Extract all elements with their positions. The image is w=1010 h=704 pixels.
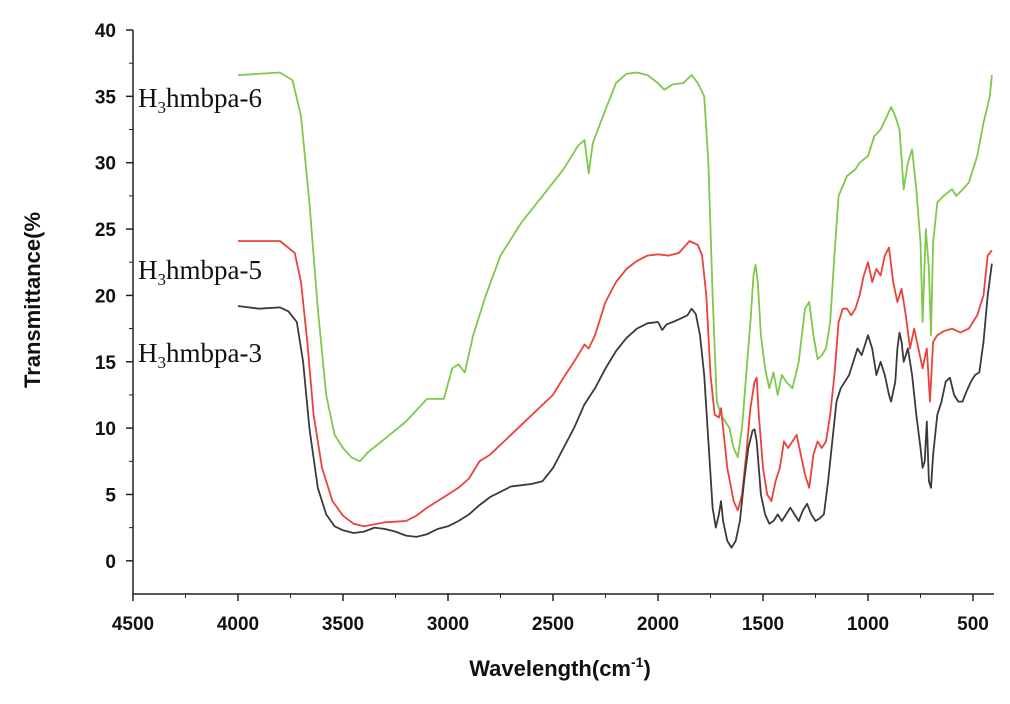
x-tick-label: 4500 xyxy=(112,614,154,635)
series-labels: H3hmbpa-6 H3hmbpa-5 H3hmbpa-3 xyxy=(138,83,262,372)
x-tick-label: 2500 xyxy=(532,614,574,635)
series-line xyxy=(237,263,993,549)
series-label: H3hmbpa-5 xyxy=(138,255,262,289)
x-tick-label: 3500 xyxy=(322,614,364,635)
y-tick-label: 40 xyxy=(95,21,116,42)
x-tick-label: 2000 xyxy=(637,614,679,635)
axes: 0 5 10 15 20 25 30 35 40 4500 4000 3500 3000 2500 2000… xyxy=(95,21,994,635)
x-tick-label: 1500 xyxy=(742,614,784,635)
plot-area xyxy=(237,71,993,549)
series-label: H3hmbpa-6 xyxy=(138,83,262,117)
y-tick-label: 10 xyxy=(95,419,116,440)
series-label: H3hmbpa-3 xyxy=(138,338,262,372)
x-tick-label: 4000 xyxy=(217,614,259,635)
y-tick-label: 30 xyxy=(95,154,116,175)
y-tick-label: 0 xyxy=(105,552,116,573)
y-tick-label: 35 xyxy=(95,87,117,108)
y-tick-label: 25 xyxy=(95,220,117,241)
x-axis-title: Wavelength(cm-1) xyxy=(469,654,651,681)
y-tick-label: 20 xyxy=(95,286,116,307)
x-tick-label: 1000 xyxy=(847,614,889,635)
y-tick-label: 5 xyxy=(105,485,116,506)
series-line xyxy=(238,240,993,528)
x-tick-label: 3000 xyxy=(427,614,469,635)
y-axis-title: Transmittance(% xyxy=(20,212,45,388)
series-line xyxy=(237,71,993,463)
x-tick-label: 500 xyxy=(957,614,989,635)
y-tick-label: 15 xyxy=(95,353,117,374)
